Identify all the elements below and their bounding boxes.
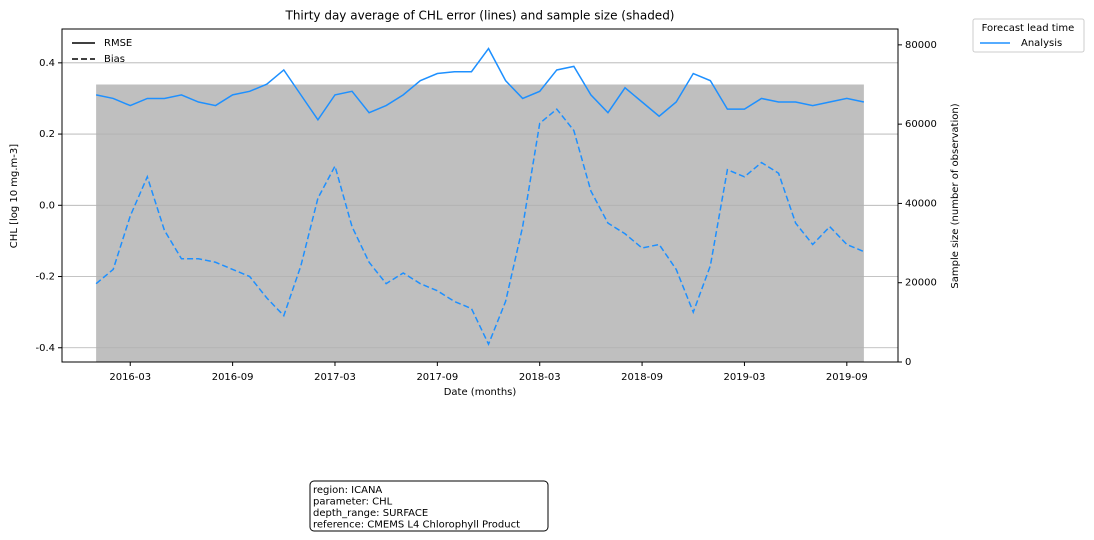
- y2-tick-label: 0: [905, 357, 911, 368]
- y2-tick-label: 80000: [905, 40, 937, 51]
- y2-axis-label: Sample size (number of observation): [950, 103, 961, 288]
- y-axis-label: CHL [log 10 mg.m-3]: [9, 144, 20, 248]
- chart-title: Thirty day average of CHL error (lines) …: [285, 9, 675, 23]
- y-tick-label: -0.4: [35, 343, 55, 354]
- x-axis-label: Date (months): [444, 387, 517, 398]
- x-tick-label: 2016-03: [109, 372, 151, 383]
- line: [95, 47, 865, 122]
- x-tick-label: 2016-09: [212, 372, 254, 383]
- legend-title: Forecast lead time: [982, 23, 1075, 34]
- y-tick-label: 0.2: [39, 129, 55, 140]
- annotation-line: depth_range: SURFACE: [313, 508, 428, 519]
- legend-label: RMSE: [104, 38, 132, 49]
- x-tick-label: 2017-03: [314, 372, 356, 383]
- y2-tick-label: 40000: [905, 198, 937, 209]
- sample-size-area: [96, 84, 864, 362]
- legend-label: Bias: [104, 54, 125, 65]
- y-tick-label: -0.2: [35, 272, 55, 283]
- annotation-line: region: ICANA: [313, 485, 382, 496]
- x-tick-label: 2017-09: [416, 372, 458, 383]
- x-tick-label: 2018-09: [621, 372, 663, 383]
- y-tick-label: 0.4: [39, 58, 55, 69]
- x-tick-label: 2019-09: [826, 372, 868, 383]
- plot-frame: [61, 28, 899, 363]
- annotation-line: parameter: CHL: [313, 497, 393, 508]
- y2-tick-label: 20000: [905, 278, 937, 289]
- x-tick-label: 2018-03: [519, 372, 561, 383]
- line: [95, 108, 865, 347]
- y2-tick-label: 60000: [905, 119, 937, 130]
- info-box: [309, 480, 549, 532]
- y-tick-label: 0.0: [39, 200, 55, 211]
- legend-label: Analysis: [1021, 38, 1062, 49]
- x-tick-label: 2019-03: [724, 372, 766, 383]
- annotation-line: reference: CMEMS L4 Chlorophyll Product: [313, 520, 520, 531]
